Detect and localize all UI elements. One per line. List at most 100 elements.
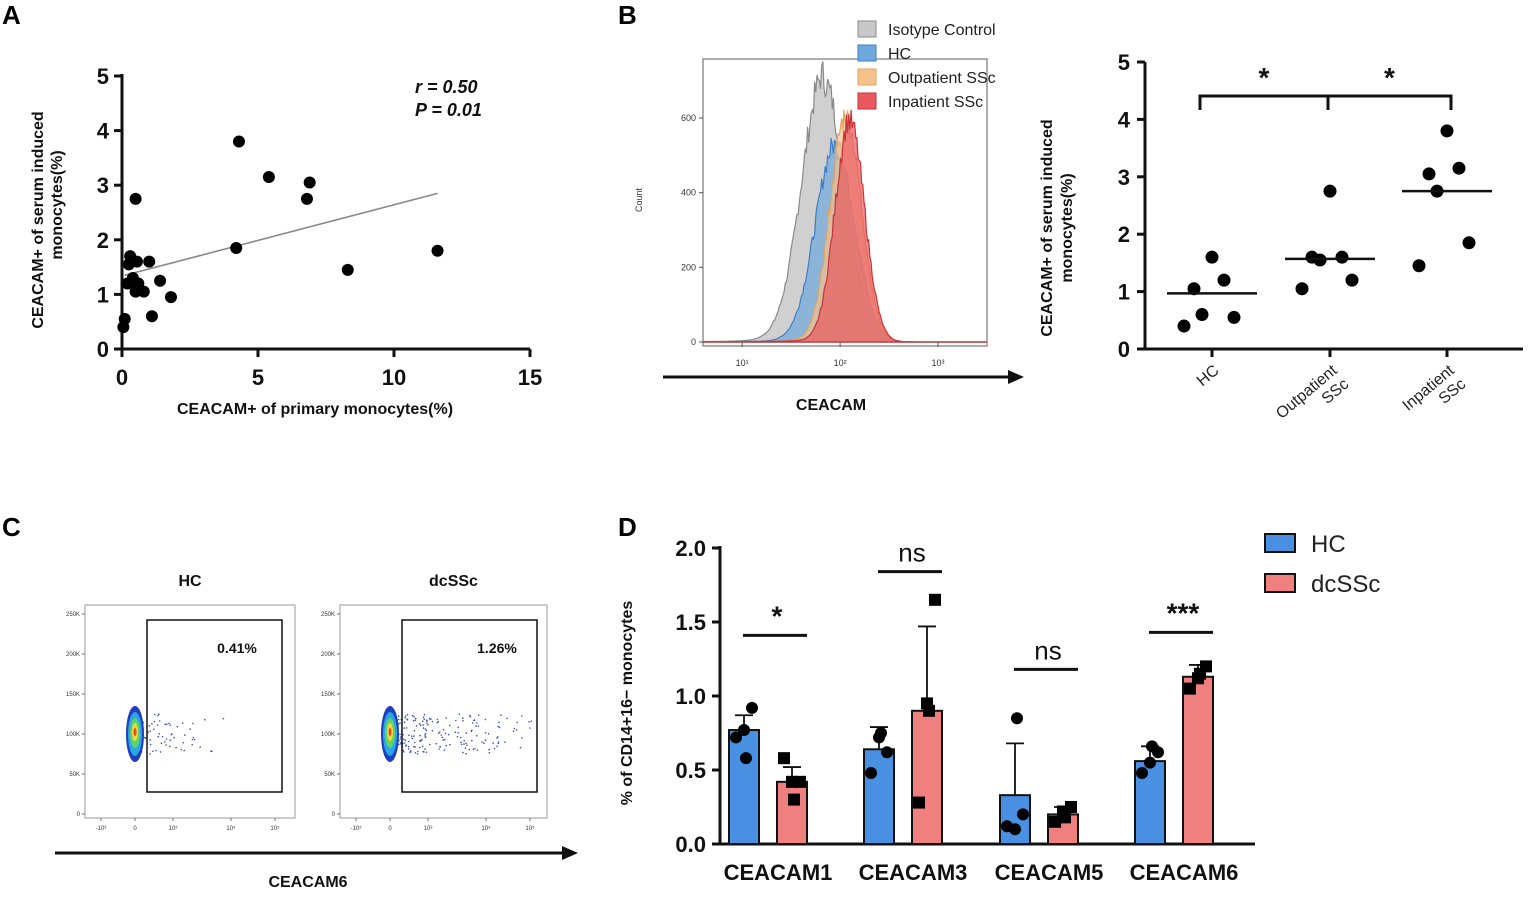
event-dot [156,724,159,726]
data-point [431,244,444,257]
data-point [118,312,131,325]
event-dot [193,738,196,741]
event-dot [454,731,457,733]
event-dot [470,730,473,733]
y-tick-label: 2 [97,228,109,253]
event-dot [465,742,467,745]
panel-letter-b: B [618,0,637,30]
event-dot [516,721,518,724]
event-dot [419,724,422,726]
panel-b-histogram: 0 200 400 600 10¹ 10² 10³ Count CEACAM Isotyp… [634,20,1024,414]
event-dot [419,734,421,737]
data-point [130,255,143,268]
panel-a-y-label-1: CEACAM+ of serum induced [30,111,47,328]
event-dot [481,741,483,743]
event-dot [414,717,417,720]
category-line: HC [1194,362,1223,390]
panel-a-x-ticks: 0 5 10 15 [116,349,542,390]
event-dot [149,753,151,755]
significance-star: * [1259,62,1270,93]
data-point [875,727,887,739]
event-dot [493,747,496,750]
panel-b-dot-y-label-2: monocytes(%) [1059,173,1076,282]
density-core [388,728,392,736]
event-dot [512,730,515,732]
event-dot [474,747,476,750]
event-dot [504,741,506,743]
event-dot [165,744,167,746]
data-point [923,704,935,717]
event-dot [173,736,175,739]
event-dot [413,735,415,737]
data-point [1177,319,1191,333]
gate-percentage: 0.41% [217,640,257,656]
event-dot [161,736,164,738]
panel-b-dot-x-labels: HC OutpatientSSc InpatientSSc [1194,362,1469,423]
data-point [1305,250,1319,264]
event-dot [397,718,400,721]
event-dot [169,724,171,726]
event-dot [191,738,194,741]
panel-a-scatter: 0 1 2 3 4 5 0 5 10 15 r = 0.50 P = 0.01 CEACAM+ … [30,64,542,418]
event-dot [175,746,177,749]
event-dot [442,728,445,731]
data-point [1184,682,1196,695]
panel-b-hist-y-ticks: 0 200 400 600 [681,113,703,347]
event-dot [445,717,448,719]
x-tick-label: 10⁴ [226,825,236,832]
data-point [1205,250,1219,264]
y-tick-label: 1.0 [675,684,706,709]
event-dot [148,724,151,727]
event-dot [399,733,401,736]
data-point [1412,259,1426,273]
x-tick-label: 10⁵ [525,825,535,832]
data-point [929,593,941,606]
event-dot [497,742,500,745]
event-dot [149,739,151,741]
event-dot [500,714,502,716]
bar-dcssc [776,780,808,846]
data-point [1440,124,1454,138]
legend-label: HC [1311,531,1346,558]
event-dot [463,740,466,742]
event-dot [460,741,462,743]
event-dot [477,725,480,727]
event-dot [397,715,400,717]
panel-d-y-ticks: 0.0 0.5 1.0 1.5 2.0 [675,536,720,857]
event-dot [483,742,485,744]
data-point [143,255,156,268]
x-category-label: HC [1194,362,1223,390]
event-dot [472,748,475,751]
data-point [154,274,167,287]
significance-bracket [1326,94,1453,110]
x-tick-label: -10³ [96,826,107,832]
panel-b-dot-points [1167,124,1492,357]
event-dot [521,737,523,739]
data-point [1194,667,1206,680]
event-dot [176,725,179,728]
event-dot [484,739,487,741]
event-dot [521,715,523,717]
data-point [232,135,245,148]
panel-c-x-label: CEACAM6 [268,874,347,891]
event-dot [199,746,201,748]
event-dot [476,722,478,724]
event-dot [151,723,153,725]
event-dot [153,713,156,716]
event-dot [469,715,472,718]
panel-b-dot-y-label-1: CEACAM+ of serum induced [1039,119,1056,336]
x-tick-label: -10³ [351,826,362,832]
data-point [1295,282,1309,296]
data-point [794,775,806,788]
event-dot [414,746,416,748]
event-dot [413,715,415,718]
event-dot [425,751,428,753]
panel-b-hist-frame [702,58,988,347]
data-point [1195,308,1209,322]
event-dot [462,720,464,722]
event-dot [421,745,424,748]
y-tick-label: 0 [332,812,336,818]
event-dot [513,727,516,730]
event-dot [181,722,184,724]
event-dot [163,741,166,743]
